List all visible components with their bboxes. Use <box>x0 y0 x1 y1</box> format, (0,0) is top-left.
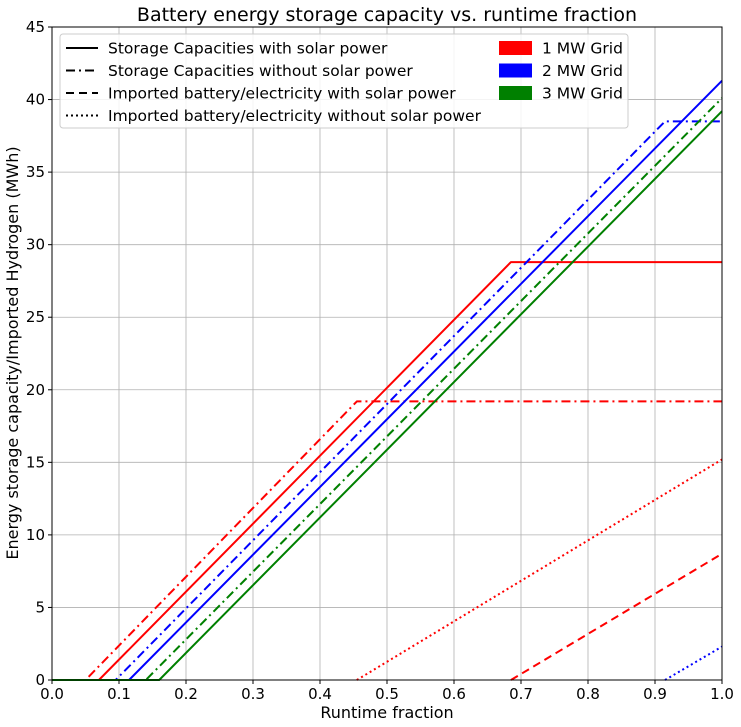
x-tick-label: 1.0 <box>710 685 734 703</box>
legend-color-label: 1 MW Grid <box>542 40 623 58</box>
x-tick-label: 0.5 <box>375 685 399 703</box>
y-tick-label: 25 <box>26 308 45 326</box>
y-tick-label: 10 <box>26 526 45 544</box>
y-tick-label: 5 <box>35 598 45 616</box>
y-tick-label: 20 <box>26 381 45 399</box>
legend-style-label: Storage Capacities without solar power <box>108 62 413 80</box>
series-line <box>664 645 723 681</box>
x-tick-label: 0.9 <box>643 685 667 703</box>
legend-color-swatch <box>499 63 532 78</box>
y-tick-label: 15 <box>26 453 45 471</box>
y-tick-label: 30 <box>26 236 45 254</box>
y-tick-label: 40 <box>26 91 45 109</box>
legend: Storage Capacities with solar power Stora… <box>59 33 629 129</box>
legend-style-label: Imported battery/electricity with solar … <box>108 85 456 103</box>
series-line <box>52 120 722 681</box>
y-tick-label: 35 <box>26 163 45 181</box>
x-tick-label: 0.8 <box>576 685 600 703</box>
legend-color-label: 2 MW Grid <box>542 62 623 80</box>
y-axis-label: Energy storage capacity/Imported Hydroge… <box>3 146 22 559</box>
x-tick-label: 0.0 <box>40 685 64 703</box>
legend-color-label: 3 MW Grid <box>542 85 623 103</box>
x-tick-label: 0.7 <box>509 685 533 703</box>
series-line <box>510 552 723 681</box>
axis-ticks: 0.0 0.1 0.2 0.3 0.4 0.5 0.6 0.7 0.8 0.9 1.0 0 5 10 15 2… <box>26 18 734 703</box>
x-tick-label: 0.2 <box>174 685 198 703</box>
y-tick-label: 45 <box>26 18 45 36</box>
legend-style-label: Imported battery/electricity without sol… <box>108 107 482 125</box>
chart-title: Battery energy storage capacity vs. runt… <box>137 4 637 26</box>
legend-box <box>59 33 629 129</box>
y-tick-label: 0 <box>35 671 45 689</box>
x-tick-label: 0.1 <box>107 685 131 703</box>
x-tick-label: 0.3 <box>241 685 265 703</box>
legend-style-label: Storage Capacities with solar power <box>108 40 388 58</box>
x-axis-label: Runtime fraction <box>320 703 453 722</box>
x-tick-label: 0.6 <box>442 685 466 703</box>
legend-color-swatch <box>499 86 532 100</box>
series-line <box>356 458 723 681</box>
x-tick-label: 0.4 <box>308 685 332 703</box>
legend-color-swatch <box>499 41 532 55</box>
